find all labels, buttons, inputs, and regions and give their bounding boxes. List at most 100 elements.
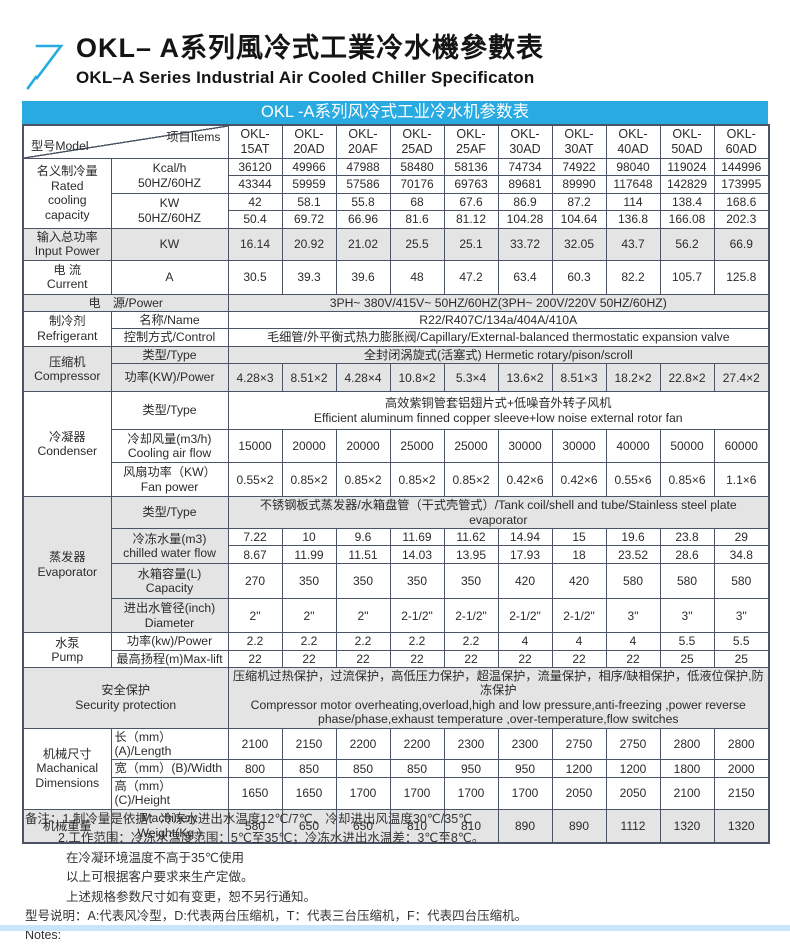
row-label-cell: KW 50HZ/60HZ	[110, 192, 229, 229]
spec-value-cell: 2150	[713, 776, 770, 810]
spec-value-cell: 55.8	[335, 192, 391, 211]
spec-value-cell: 2150	[281, 727, 337, 761]
row-label-cell: 机械重量	[22, 808, 112, 844]
spec-value-cell: 66.9	[713, 227, 770, 261]
spec-value-cell: 105.7	[659, 259, 715, 295]
row-label-cell: 长（mm）(A)/Length	[110, 727, 229, 761]
spec-value-cell: 2000	[713, 759, 770, 778]
spec-value-cell: 2300	[497, 727, 553, 761]
spec-value-cell: 23.52	[605, 545, 661, 565]
row-label-cell: 进出水管径(inch) Diameter	[110, 598, 229, 634]
row-label-cell: KW	[110, 227, 229, 261]
row-label-cell: 功率(kw)/Power	[110, 632, 229, 651]
spec-value-cell: 1650	[281, 776, 337, 810]
row-label-cell: 名义制冷量 Rated cooling capacity	[22, 157, 112, 229]
spec-value-cell: 7.22	[227, 528, 283, 547]
spec-value-cell: 48	[389, 259, 445, 295]
spec-value-cell: 0.42×6	[551, 462, 607, 498]
arrow-up-right-icon	[24, 38, 66, 90]
spec-value-cell: 21.02	[335, 227, 391, 261]
row-label-cell: Machinery Weight(Kg )	[110, 808, 229, 844]
row-label-cell: 宽（mm）(B)/Width	[110, 759, 229, 778]
table-row: 43344 59959 57586 70176 69763 89681 89990 11764…	[23, 174, 770, 194]
spec-value-cell: 16.14	[227, 227, 283, 261]
spec-value-cell: 22	[497, 649, 553, 669]
spec-value-cell: 89681	[497, 174, 553, 194]
spec-value-cell: 14.94	[497, 528, 553, 547]
spec-value-cell: 29	[713, 528, 770, 547]
spec-value-cell: 580	[227, 808, 283, 844]
spec-value-cell: 2-1/2"	[443, 598, 499, 634]
spec-value-cell: 8.51×3	[551, 363, 607, 393]
spec-value-cell: 68	[389, 192, 445, 211]
spec-value-cell: 18.2×2	[605, 363, 661, 393]
spec-value-cell: 33.72	[497, 227, 553, 261]
table-row: 压缩机 Compressor 类型/Type 全封闭涡旋式(活塞式) Hermeti…	[22, 345, 770, 393]
spec-value-cell: 117648	[605, 174, 661, 194]
spec-value-cell: 9.6	[335, 528, 391, 547]
spec-value-cell: 138.4	[659, 192, 715, 211]
spec-value-cell: 650	[335, 808, 391, 844]
spec-value-cell: 20.92	[281, 227, 337, 261]
spec-value-cell: 119024	[659, 157, 715, 176]
spec-value-cell: 2"	[335, 598, 391, 634]
spec-value-cell: 202.3	[713, 209, 770, 229]
spec-value-cell: 22.8×2	[659, 363, 715, 393]
spec-value-cell: 15000	[227, 429, 283, 464]
spec-value-cell: 2800	[659, 727, 715, 761]
note-line: 型号说明：A:代表风冷型，D:代表两台压缩机，T：代表三台压缩机，F：代表四台压…	[25, 908, 528, 923]
spec-value-cell: 1.1×6	[713, 462, 770, 498]
spec-value-cell: 22	[389, 649, 445, 669]
row-label-cell: 蒸发器 Evaporator	[22, 496, 112, 634]
spec-value-cell: 23.8	[659, 528, 715, 547]
spec-value-cell: 2050	[605, 776, 661, 810]
spec-value-cell: 66.96	[335, 209, 391, 229]
spec-value-cell: 0.85×2	[389, 462, 445, 498]
spec-value-cell: 1112	[605, 808, 661, 844]
spec-value-cell: 11.51	[335, 545, 391, 565]
notes-block: 备注：1.制冷量是依据：冷冻水进出水温度12℃/7℃、冷却进出风温度30℃/35…	[25, 810, 527, 946]
spec-value-cell: 82.2	[605, 259, 661, 295]
spec-value-cell: 580	[659, 563, 715, 600]
spec-value-cell: 2200	[335, 727, 391, 761]
spec-value-cell: 8.51×2	[281, 363, 337, 393]
row-label-cell: 类型/Type	[110, 391, 229, 431]
model-header-cell: OKL- 20AD	[281, 124, 337, 159]
spec-value-cell: 2"	[227, 598, 283, 634]
table-row: KW 50HZ/60HZ 42 58.1 55.8 68 67.6 86.9 87.2 114 1…	[23, 192, 770, 229]
spec-value-cell: 136.8	[605, 209, 661, 229]
model-header-cell: OKL- 20AF	[335, 124, 391, 159]
spec-value-cell: 32.05	[551, 227, 607, 261]
row-label-cell: 输入总功率 Input Power	[22, 227, 112, 261]
spec-value-cell: 22	[443, 649, 499, 669]
note-line: 备注：1.制冷量是依据：冷冻水进出水温度12℃/7℃、冷却进出风温度30℃/35…	[25, 812, 473, 826]
row-label-cell: 风扇功率（KW） Fan power	[110, 462, 229, 498]
spec-value-cell: 2800	[713, 727, 770, 761]
table-row: 冷凝器 Condenser 类型/Type 高效紫铜管套铝翅片式+低噪音外转子风机 …	[22, 391, 770, 498]
spec-value-cell: 810	[443, 808, 499, 844]
spec-table-section: OKL -A系列风冷式工业冷水机参数表 型号Model 项目Items OKL- 1…	[22, 101, 770, 845]
spec-value-cell: 47988	[335, 157, 391, 176]
spec-value-cell: 60000	[713, 429, 770, 464]
bottom-accent-strip	[0, 925, 790, 931]
spec-value-cell: 40000	[605, 429, 661, 464]
spec-value-cell: 0.55×6	[605, 462, 661, 498]
spec-value-cell: 18	[551, 545, 607, 565]
spec-value-cell: 850	[389, 759, 445, 778]
model-header-cell: OKL- 30AT	[551, 124, 607, 159]
spec-value-cell: 166.08	[659, 209, 715, 229]
spec-value-cell: 39.6	[335, 259, 391, 295]
spec-value-cell: 4	[497, 632, 553, 651]
spec-value-cell: 0.42×6	[497, 462, 553, 498]
spec-value-cell: 43344	[227, 174, 283, 194]
spec-value-cell: 28.6	[659, 545, 715, 565]
row-label-cell: 控制方式/Control	[110, 328, 229, 347]
spec-value-cell: 0.85×6	[659, 462, 715, 498]
titles: OKL– A系列風冷式工業冷水機參數表 OKL–A Series Industr…	[76, 33, 544, 88]
table-row: 制冷剂 Refrigerant 名称/Name R22/R407C/134a/404…	[22, 310, 770, 347]
spec-value-cell: 144996	[713, 157, 770, 176]
table-row: 电 流 Current A 30.5 39.3 39.6 48 47.2 63.4 60.3 82…	[22, 259, 770, 295]
corner-model-label: 型号Model	[31, 139, 89, 154]
table-row: 控制方式/Control 毛细管/外平衡式热力膨胀阀/Capillary/Exte…	[23, 328, 770, 347]
spec-value-cell: 10.8×2	[389, 363, 445, 393]
